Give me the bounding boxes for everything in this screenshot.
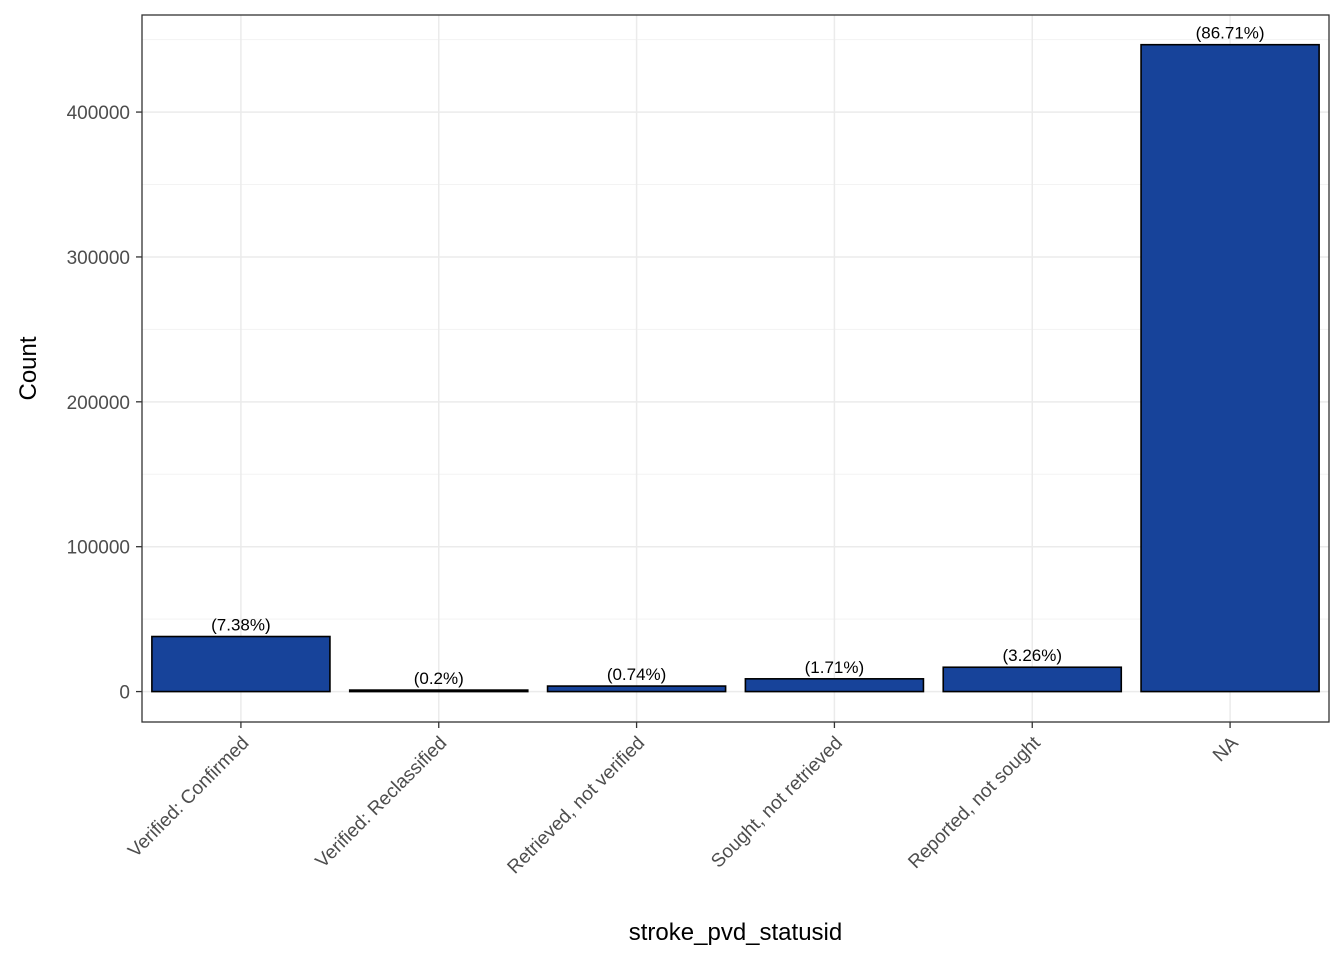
bars: [151, 43, 1320, 693]
bar: [151, 635, 331, 693]
x-tick-label: Verified: Confirmed: [124, 733, 253, 862]
bar-data-label: (1.71%): [805, 658, 865, 677]
bar: [942, 666, 1123, 693]
data-labels: (7.38%) (0.2%) (0.74%) (1.71%) (3.26%) (86.71…: [211, 24, 1264, 688]
x-tick-label: Sought, not retrieved: [707, 733, 847, 873]
grid-lines: [142, 15, 1329, 722]
x-axis: Verified: Confirmed Verified: Reclassifie…: [124, 722, 1243, 879]
panel-border: [141, 14, 1330, 723]
bar: [1140, 43, 1320, 693]
bar-data-label: (0.2%): [414, 669, 464, 688]
x-axis-title: stroke_pvd_statusid: [629, 919, 842, 946]
bar-data-label: (3.26%): [1002, 646, 1062, 665]
bar-data-label: (0.74%): [607, 665, 667, 684]
bar: [348, 689, 529, 693]
y-axis-title: Count: [15, 336, 42, 400]
x-tick-label: NA: [1209, 732, 1243, 766]
x-tick-label: Verified: Reclassified: [312, 733, 452, 873]
y-tick-label: 400000: [67, 103, 130, 124]
y-tick-label: 100000: [67, 538, 130, 559]
bar: [744, 678, 925, 693]
bar-data-label: (7.38%): [211, 616, 271, 635]
y-axis: 0 100000 200000 300000 400000: [67, 103, 142, 704]
bar: [546, 685, 727, 693]
y-tick-label: 0: [119, 683, 130, 704]
x-tick-label: Reported, not sought: [904, 732, 1045, 873]
y-tick-label: 200000: [67, 393, 130, 414]
x-tick-label: Retrieved, not verified: [504, 733, 650, 879]
bar-data-label: (86.71%): [1196, 24, 1265, 43]
y-tick-label: 300000: [67, 248, 130, 269]
